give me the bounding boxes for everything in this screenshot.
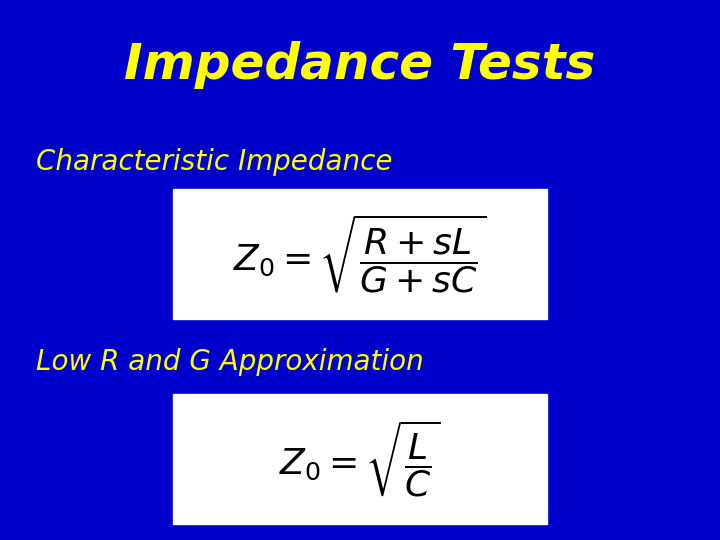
FancyBboxPatch shape [173,394,547,524]
Text: Impedance Tests: Impedance Tests [125,41,595,89]
FancyBboxPatch shape [173,189,547,319]
Text: $Z_0 = \sqrt{\dfrac{L}{C}}$: $Z_0 = \sqrt{\dfrac{L}{C}}$ [279,418,441,500]
Text: $Z_0 = \sqrt{\dfrac{R + sL}{G + sC}}$: $Z_0 = \sqrt{\dfrac{R + sL}{G + sC}}$ [233,212,487,295]
Text: Low R and G Approximation: Low R and G Approximation [36,348,424,376]
Text: Characteristic Impedance: Characteristic Impedance [36,148,392,176]
